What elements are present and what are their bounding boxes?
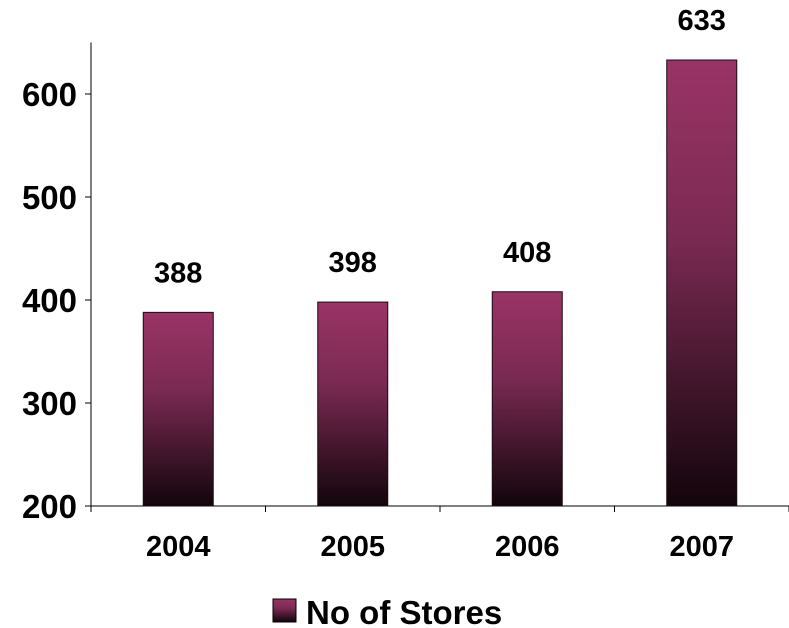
- y-tick-label: 400: [22, 282, 77, 319]
- bar-2005: [317, 301, 389, 507]
- data-label-2004: 388: [154, 257, 202, 289]
- y-tick-label: 500: [22, 179, 77, 216]
- data-label-2005: 398: [329, 247, 377, 279]
- category-label-2005: 2005: [320, 531, 385, 563]
- y-tick-label: 200: [22, 488, 77, 525]
- bar-2006: [491, 291, 563, 507]
- legend-label: No of Stores: [306, 594, 502, 628]
- labels: 200 300 400 500 600 388 2004 398 2005 408 2006 633 2…: [22, 5, 734, 563]
- bars: [142, 59, 738, 507]
- y-tick-label: 300: [22, 385, 77, 422]
- category-label-2004: 2004: [146, 531, 211, 563]
- category-label-2006: 2006: [495, 531, 560, 563]
- legend-swatch: [272, 598, 297, 623]
- legend: No of Stores: [272, 594, 502, 628]
- bar-2004: [142, 311, 214, 507]
- data-label-2006: 408: [503, 237, 551, 269]
- data-label-2007: 633: [678, 5, 726, 37]
- bar-2007: [666, 59, 738, 507]
- category-label-2007: 2007: [669, 531, 734, 563]
- y-tick-label: 600: [22, 76, 77, 113]
